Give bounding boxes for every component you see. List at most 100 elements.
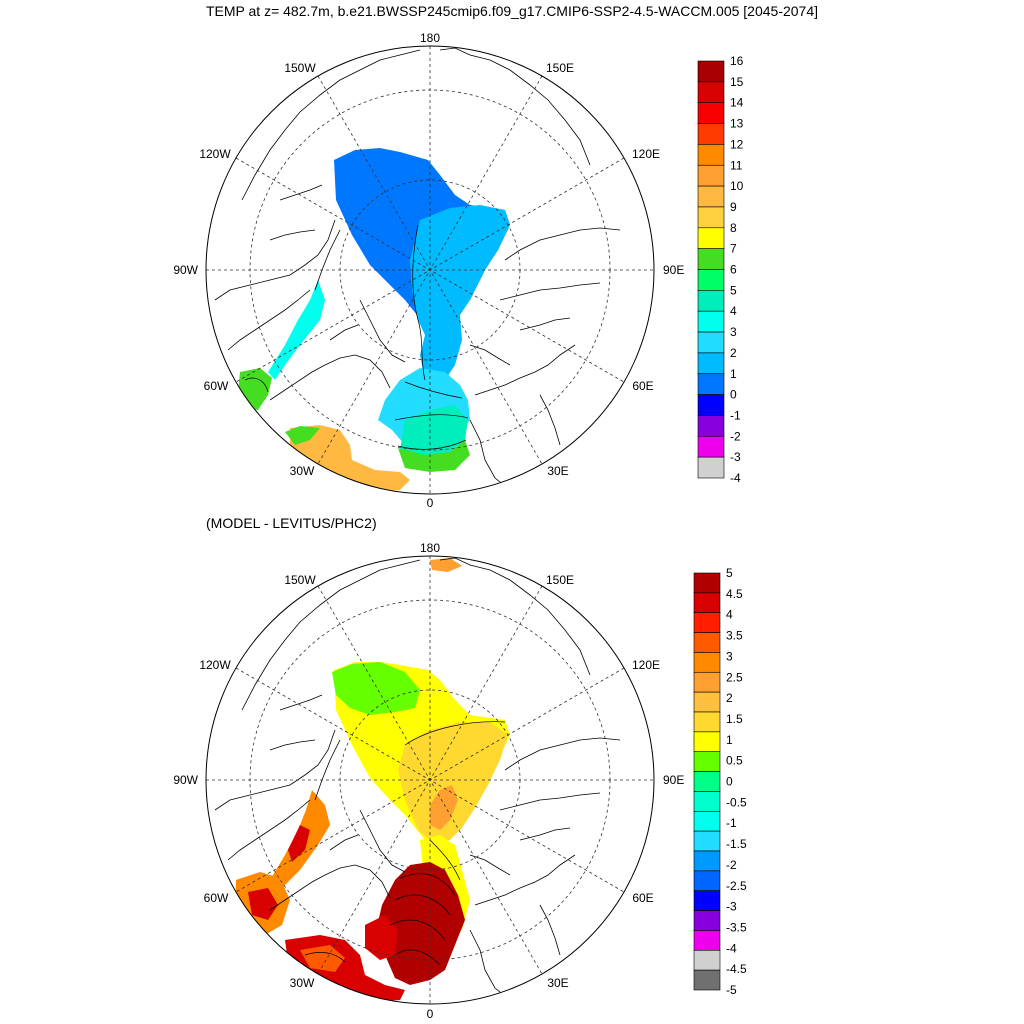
colorbar-label: -4 bbox=[730, 471, 741, 485]
colorbar-label: 15 bbox=[730, 75, 744, 89]
lon-label-30e: 30E bbox=[547, 976, 568, 990]
colorbar-label: 0 bbox=[726, 775, 733, 789]
colorbar-swatch bbox=[693, 930, 721, 951]
lon-label-30w: 30W bbox=[290, 976, 315, 990]
colorbar-swatch bbox=[697, 435, 725, 458]
nordic-seas-mid bbox=[365, 915, 398, 960]
colorbar-label: -5 bbox=[726, 983, 737, 997]
north-atlantic-orange bbox=[300, 945, 345, 972]
colorbar-label: -2 bbox=[726, 858, 737, 872]
colorbar-label: -3.5 bbox=[726, 920, 747, 934]
atlantic-green-strip bbox=[285, 426, 320, 445]
colorbar-swatch bbox=[697, 81, 725, 103]
lon-label-90e: 90E bbox=[663, 263, 684, 277]
colorbar-label: 2 bbox=[726, 691, 733, 705]
colorbar-label: 5 bbox=[730, 283, 737, 297]
colorbar-label: -1 bbox=[726, 816, 737, 830]
colorbar-swatch bbox=[697, 352, 725, 375]
colorbar-label: 13 bbox=[730, 117, 744, 131]
colorbar-label: 3 bbox=[730, 325, 737, 339]
lon-label-90w: 90W bbox=[173, 263, 198, 277]
colorbar-swatch bbox=[697, 248, 725, 270]
difference-panel-title: (MODEL - LEVITUS/PHC2) bbox=[206, 515, 377, 531]
lon-label-0: 0 bbox=[427, 1007, 434, 1021]
north-atlantic bbox=[290, 425, 410, 492]
colorbar-label: -3 bbox=[726, 900, 737, 914]
colorbar-label: 16 bbox=[730, 54, 744, 68]
colorbar-label: 4 bbox=[730, 304, 737, 318]
colorbar-swatch bbox=[693, 612, 721, 633]
colorbar-swatch bbox=[693, 652, 721, 673]
colorbar-swatch bbox=[693, 751, 721, 772]
nordic-seas-red bbox=[375, 862, 465, 985]
colorbar-swatch bbox=[693, 830, 721, 852]
colorbar-label: -1.5 bbox=[726, 837, 747, 851]
colorbar-label: 2 bbox=[730, 346, 737, 360]
top-map-border bbox=[205, 45, 655, 495]
colorbar-label: 0 bbox=[730, 388, 737, 402]
colorbar-swatch bbox=[697, 206, 725, 229]
lon-label-180: 180 bbox=[420, 541, 440, 555]
top-cap-orange bbox=[430, 558, 462, 572]
bottom-graticule bbox=[206, 556, 654, 1004]
colorbar-swatch bbox=[693, 632, 721, 653]
colorbar-label: 3.5 bbox=[726, 629, 743, 643]
colorbar-label: -2 bbox=[730, 429, 741, 443]
lon-label-150w: 150W bbox=[284, 61, 316, 75]
colorbar-label: -4 bbox=[726, 941, 737, 955]
colorbar-swatch bbox=[693, 969, 721, 991]
colorbar-swatch bbox=[697, 456, 725, 479]
top-coastlines bbox=[214, 47, 621, 491]
colorbar-swatch bbox=[697, 394, 725, 416]
colorbar-label: -2.5 bbox=[726, 879, 747, 893]
colorbar-label: 4 bbox=[726, 608, 733, 622]
colorbar-label: 14 bbox=[730, 96, 744, 110]
colorbar-swatch bbox=[693, 949, 721, 971]
norwegian-sea-green bbox=[398, 440, 470, 472]
colorbar-swatch bbox=[697, 123, 725, 145]
labrador-red bbox=[248, 888, 278, 920]
baffin-red bbox=[288, 825, 310, 862]
colorbar-label: 0.5 bbox=[726, 754, 743, 768]
colorbar-swatch bbox=[697, 185, 725, 208]
colorbar-swatch bbox=[697, 227, 725, 249]
colorbar-swatch bbox=[693, 910, 721, 931]
lon-label-60e: 60E bbox=[632, 891, 653, 905]
colorbar-swatch bbox=[697, 269, 725, 291]
bottom-contours bbox=[304, 721, 506, 966]
colorbar-label: 3 bbox=[726, 649, 733, 663]
lon-label-120w: 120W bbox=[199, 658, 231, 672]
lon-label-90e: 90E bbox=[663, 773, 684, 787]
colorbar-swatch bbox=[697, 290, 725, 312]
figure-title: TEMP at z= 482.7m, b.e21.BWSSP245cmip6.f… bbox=[205, 3, 819, 19]
colorbar-swatch bbox=[697, 102, 725, 124]
colorbar-label: 11 bbox=[730, 158, 743, 172]
lon-label-30w: 30W bbox=[290, 464, 315, 478]
colorbar-swatch bbox=[693, 810, 721, 832]
baffin-bay bbox=[268, 280, 325, 380]
lon-label-150e: 150E bbox=[546, 573, 574, 587]
colorbar-swatch bbox=[693, 711, 721, 733]
lon-label-60e: 60E bbox=[632, 379, 653, 393]
lon-label-150e: 150E bbox=[546, 61, 574, 75]
bottom-lon-labels: 180 0 90W 90E 150W 150E 120W 120E 60W 60… bbox=[173, 541, 684, 1021]
colorbar-label: 7 bbox=[730, 242, 737, 256]
colorbar-label: -3 bbox=[730, 450, 741, 464]
colorbar-swatch bbox=[697, 60, 725, 83]
colorbar-label: 1 bbox=[726, 733, 733, 747]
colorbar-label: 6 bbox=[730, 263, 737, 277]
top-graticule bbox=[206, 46, 654, 494]
lon-label-90w: 90W bbox=[173, 773, 198, 787]
colorbar-swatch bbox=[697, 373, 725, 395]
colorbar-swatch bbox=[693, 572, 721, 594]
lon-label-60w: 60W bbox=[204, 379, 229, 393]
colorbar-label: 5 bbox=[726, 566, 733, 580]
colorbar-label: -0.5 bbox=[726, 795, 747, 809]
colorbar-label: 4.5 bbox=[726, 587, 743, 601]
colorbar-label: 1.5 bbox=[726, 712, 743, 726]
colorbar-label: 1 bbox=[730, 367, 737, 381]
colorbar-swatch bbox=[693, 771, 721, 792]
colorbar-swatch bbox=[693, 870, 721, 892]
lon-label-120e: 120E bbox=[632, 658, 660, 672]
